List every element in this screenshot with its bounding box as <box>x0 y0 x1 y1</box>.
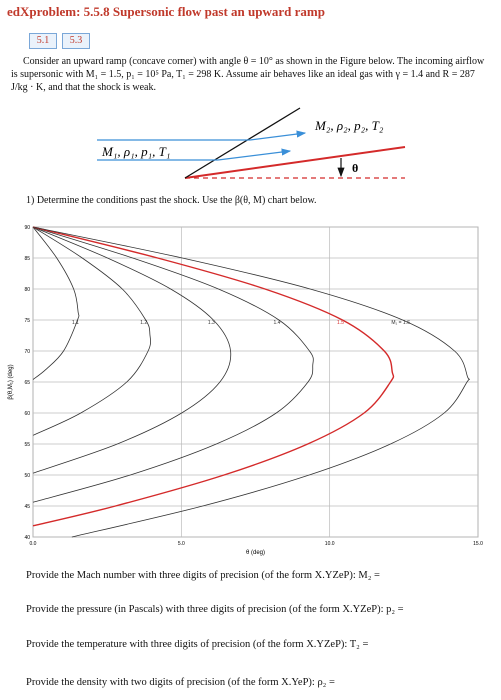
ramp <box>184 146 406 179</box>
curve <box>32 226 232 474</box>
curve-label: 1.1 <box>72 320 79 326</box>
y-tick-label: 40 <box>24 535 30 541</box>
y-tick-label: 70 <box>24 349 30 355</box>
curve <box>32 226 80 380</box>
y-tick-label: 90 <box>24 225 30 231</box>
x-tick-label: 0.0 <box>30 541 37 547</box>
y-tick-label: 60 <box>24 411 30 417</box>
y-tick-label: 75 <box>24 318 30 324</box>
curve-label: M₁ = 1.6 <box>391 320 410 326</box>
y-tick-label: 50 <box>24 473 30 479</box>
curve <box>32 226 470 538</box>
curve-label: 1.4 <box>273 320 280 326</box>
x-tick-label: 15.0 <box>473 541 483 547</box>
y-tick-label: 80 <box>24 287 30 293</box>
question: 1) Determine the conditions past the sho… <box>26 195 317 206</box>
downstream-label: M₂, ρ₂, p₂, T₂ <box>314 118 384 133</box>
flow-arrow <box>217 148 292 161</box>
x-tick-label: 5.0 <box>178 541 185 547</box>
y-tick-label: 65 <box>24 380 30 386</box>
curve-label: 1.3 <box>208 320 215 326</box>
curve <box>32 226 314 503</box>
tab[interactable]: 5.3 <box>62 33 90 49</box>
y-tick-label: 45 <box>24 504 30 510</box>
problem-title: edXproblem: 5.5.8 Supersonic flow past a… <box>7 4 325 19</box>
y-tick-label: 85 <box>24 256 30 262</box>
ramp-figure: M₂, ρ₂, p₂, T₂ M₁, ρ₁, p₁, T₁ θ <box>97 107 406 179</box>
curve <box>32 226 395 527</box>
tab[interactable]: 5.1 <box>29 33 57 49</box>
y-axis-label: β(θ,M₁) (deg) <box>8 364 14 399</box>
shock <box>184 107 301 179</box>
curve-label: 1.2 <box>140 320 147 326</box>
prompt: Provide the Mach number with three digit… <box>26 570 380 581</box>
flow-arrow <box>249 130 307 141</box>
y-tick-label: 55 <box>24 442 30 448</box>
curve <box>32 226 151 436</box>
prompt: Provide the temperature with three digit… <box>26 639 369 650</box>
curve-label: 1.5 <box>337 320 344 326</box>
prompt: Provide the density with two digits of p… <box>26 677 335 688</box>
problem-text: Consider an upward ramp (concave corner)… <box>11 56 485 93</box>
x-tick-label: 10.0 <box>325 541 335 547</box>
prompt: Provide the pressure (in Pascals) with t… <box>26 604 404 615</box>
upstream-label: M₁, ρ₁, p₁, T₁ <box>101 144 170 159</box>
chart: 0.0 5.0 10.0 15.0 40 45 50 55 60 65 70 75 80 85 90 θ (d… <box>8 225 483 556</box>
x-axis-label: θ (deg) <box>246 550 265 556</box>
angle-label: θ <box>352 161 358 175</box>
